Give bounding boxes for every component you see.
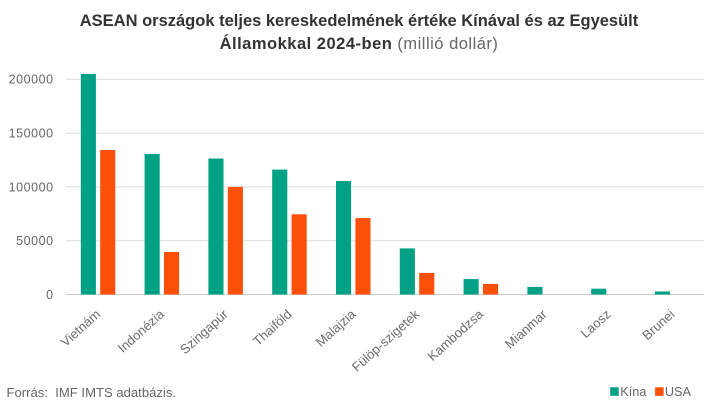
svg-text:200000: 200000	[9, 73, 54, 87]
svg-text:Kína: Kína	[620, 385, 647, 399]
svg-text:0: 0	[46, 288, 54, 302]
svg-text:USA: USA	[665, 385, 692, 399]
svg-text:100000: 100000	[9, 180, 54, 194]
svg-text:50000: 50000	[16, 234, 54, 248]
svg-text:ASEAN országok teljes keresked: ASEAN országok teljes kereskedelmének ér…	[80, 12, 639, 30]
svg-text:Forrás: IMF IMTS adatbázis.: Forrás: IMF IMTS adatbázis.	[7, 385, 177, 400]
svg-text:Államokkal 2024-ben (millió do: Államokkal 2024-ben (millió dollár)	[220, 34, 499, 53]
svg-text:150000: 150000	[9, 127, 54, 141]
